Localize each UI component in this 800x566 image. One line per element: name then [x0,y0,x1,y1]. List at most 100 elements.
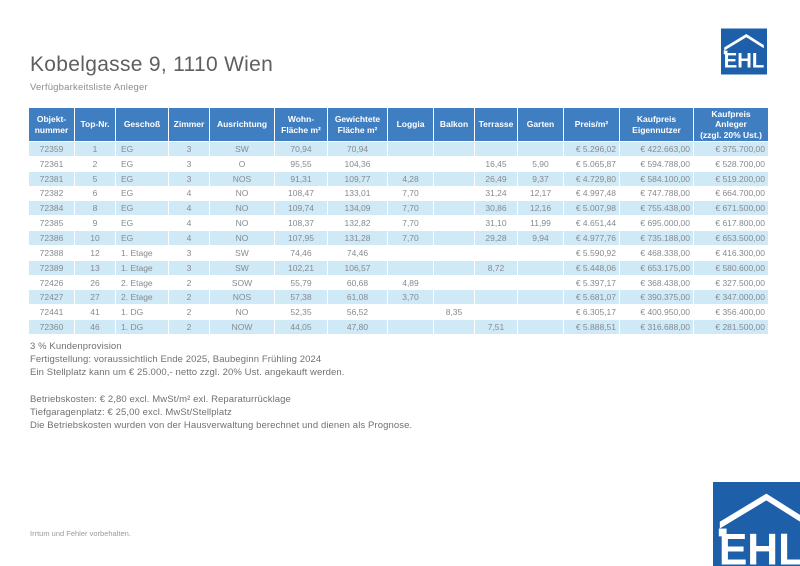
page-subtitle: Verfügbarkeitsliste Anleger [30,82,148,93]
table-header: Objekt- nummer Top-Nr. Geschoß Zimmer Ausric… [28,107,769,142]
cell-preis-m2: € 5.007,98 [563,200,620,217]
cell-garten: 12,17 [517,185,564,202]
cell-wohnflaeche: 102,21 [274,259,328,276]
cell-zimmer: 3 [168,244,210,261]
cell-wohnflaeche: 95,55 [274,155,328,172]
cell-preis-m2: € 5.888,51 [563,319,620,335]
column-header-geschoss: Geschoß [115,107,169,142]
cell-terrasse [474,141,518,157]
cell-kaufpreis-eigennutzer: € 735.188,00 [619,230,694,246]
cell-ausrichtung: SOW [209,274,275,291]
cell-ausrichtung: NO [209,200,275,217]
cell-preis-m2: € 5.590,92 [563,244,620,261]
cell-kaufpreis-eigennutzer: € 400.950,00 [619,304,694,321]
cell-wohnflaeche: 55,79 [274,274,328,291]
cell-preis-m2: € 4.729,80 [563,170,620,187]
cell-terrasse: 7,51 [474,319,518,335]
cell-geschoss: EG [115,200,169,217]
cell-kaufpreis-anleger: € 347.000,00 [693,289,769,306]
table-row: 72361 2 EG 3 O 95,55 104,36 16,45 5,90 € 5.065,87… [28,155,769,172]
note-line: Ein Stellplatz kann um € 25.000,- netto … [30,367,345,379]
cell-gewichtete-flaeche: 132,82 [327,215,388,232]
cell-loggia: 7,70 [387,200,434,217]
cell-garten: 5,90 [517,155,564,172]
cell-garten: 9,94 [517,230,564,246]
cell-top-nr: 41 [74,304,116,321]
table-row: 72386 10 EG 4 NO 107,95 131,28 7,70 29,28 9,94 € 4… [28,230,769,246]
availability-table: Objekt- nummer Top-Nr. Geschoß Zimmer Ausric… [28,107,769,335]
cell-top-nr: 9 [74,215,116,232]
cell-wohnflaeche: 44,05 [274,319,328,335]
cell-balkon [433,230,475,246]
cell-top-nr: 5 [74,170,116,187]
cell-preis-m2: € 4.977,76 [563,230,620,246]
svg-text:EHL: EHL [724,50,765,73]
column-header-garten: Garten [517,107,564,142]
cell-loggia [387,141,434,157]
cell-gewichtete-flaeche: 47,80 [327,319,388,335]
roof-icon [724,34,764,51]
ehl-logo: EHL [721,28,767,75]
note-line: Fertigstellung: voraussichtlich Ende 202… [30,354,322,366]
cell-ausrichtung: SW [209,244,275,261]
cell-preis-m2: € 5.448,06 [563,259,620,276]
cell-top-nr: 8 [74,200,116,217]
page-title: Kobelgasse 9, 1110 Wien [30,53,274,76]
column-header-terrasse: Terrasse [474,107,518,142]
cell-kaufpreis-anleger: € 671.500,00 [693,200,769,217]
cell-zimmer: 4 [168,185,210,202]
cell-kaufpreis-eigennutzer: € 584.100,00 [619,170,694,187]
cell-objektnummer: 72360 [28,319,75,335]
column-header-gewichtete-flaeche: Gewichtete Fläche m² [327,107,388,142]
cell-geschoss: EG [115,230,169,246]
cell-preis-m2: € 5.397,17 [563,274,620,291]
cell-loggia: 3,70 [387,289,434,306]
cell-balkon [433,259,475,276]
column-header-objektnummer: Objekt- nummer [28,107,75,142]
cell-kaufpreis-eigennutzer: € 695.000,00 [619,215,694,232]
cell-wohnflaeche: 57,38 [274,289,328,306]
cell-garten [517,141,564,157]
cell-ausrichtung: NO [209,185,275,202]
cell-geschoss: EG [115,170,169,187]
cell-geschoss: 2. Etage [115,274,169,291]
cell-terrasse: 31,24 [474,185,518,202]
cell-terrasse: 26,49 [474,170,518,187]
cell-loggia: 7,70 [387,230,434,246]
cell-garten [517,244,564,261]
cell-loggia: 7,70 [387,215,434,232]
cell-zimmer: 4 [168,200,210,217]
cell-garten: 9,37 [517,170,564,187]
cell-wohnflaeche: 91,31 [274,170,328,187]
cell-geschoss: EG [115,155,169,172]
cell-balkon [433,289,475,306]
cell-balkon [433,274,475,291]
cell-balkon [433,185,475,202]
cell-wohnflaeche: 108,47 [274,185,328,202]
cell-ausrichtung: NOW [209,319,275,335]
cell-geschoss: EG [115,215,169,232]
table-row: 72427 27 2. Etage 2 NOS 57,38 61,08 3,70 € 5.681… [28,289,769,306]
cell-objektnummer: 72359 [28,141,75,157]
cell-top-nr: 13 [74,259,116,276]
cell-gewichtete-flaeche: 109,77 [327,170,388,187]
cell-garten [517,289,564,306]
cell-gewichtete-flaeche: 56,52 [327,304,388,321]
column-header-top-nr: Top-Nr. [74,107,116,142]
cell-objektnummer: 72381 [28,170,75,187]
cell-kaufpreis-eigennutzer: € 316.688,00 [619,319,694,335]
cell-wohnflaeche: 52,35 [274,304,328,321]
cell-balkon [433,215,475,232]
note-line: Betriebskosten: € 2,80 excl. MwSt/m² exl… [30,394,291,405]
cell-kaufpreis-anleger: € 327.500,00 [693,274,769,291]
table-row: 72388 12 1. Etage 3 SW 74,46 74,46 € 5.590,92 € … [28,244,769,261]
cell-gewichtete-flaeche: 61,08 [327,289,388,306]
cell-kaufpreis-anleger: € 664.700,00 [693,185,769,202]
disclaimer-text: Irrtum und Fehler vorbehalten. [30,529,131,538]
cell-top-nr: 1 [74,141,116,157]
cell-loggia [387,259,434,276]
cell-zimmer: 3 [168,155,210,172]
note-line: 3 % Kundenprovision [30,341,122,352]
column-header-balkon: Balkon [433,107,475,142]
cell-ausrichtung: NO [209,304,275,321]
